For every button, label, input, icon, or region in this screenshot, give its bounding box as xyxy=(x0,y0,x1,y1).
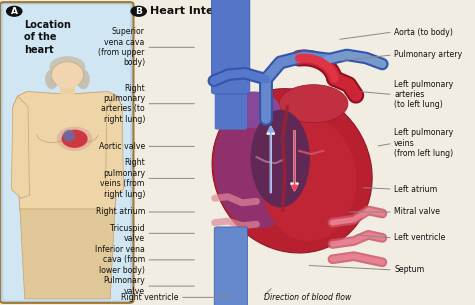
Ellipse shape xyxy=(45,70,58,89)
Text: Left ventricle: Left ventricle xyxy=(394,233,446,242)
Circle shape xyxy=(131,6,146,16)
Polygon shape xyxy=(11,96,29,198)
FancyBboxPatch shape xyxy=(3,5,130,300)
Text: Superior
vena cava
(from upper
body): Superior vena cava (from upper body) xyxy=(98,27,145,67)
FancyBboxPatch shape xyxy=(0,2,133,303)
Ellipse shape xyxy=(49,56,86,78)
Ellipse shape xyxy=(228,92,280,128)
Text: Inferior vena
cava (from
lower body): Inferior vena cava (from lower body) xyxy=(95,245,145,275)
Ellipse shape xyxy=(212,89,372,253)
Ellipse shape xyxy=(76,70,90,89)
Ellipse shape xyxy=(53,66,82,88)
Ellipse shape xyxy=(61,130,87,148)
Text: Mitral valve: Mitral valve xyxy=(394,207,440,217)
Polygon shape xyxy=(105,96,124,198)
Ellipse shape xyxy=(214,98,304,229)
Text: A: A xyxy=(11,7,18,16)
Text: Location
of the
heart: Location of the heart xyxy=(24,20,71,55)
Text: Left atrium: Left atrium xyxy=(394,185,437,194)
Text: B: B xyxy=(135,7,142,16)
Text: Right
pulmonary
arteries (to
right lung): Right pulmonary arteries (to right lung) xyxy=(101,84,145,124)
Text: Direction of blood flow: Direction of blood flow xyxy=(264,293,351,302)
Text: Septum: Septum xyxy=(394,265,425,275)
Ellipse shape xyxy=(57,127,92,151)
Ellipse shape xyxy=(51,62,84,88)
Text: Right
pulmonary
veins (from
right lung): Right pulmonary veins (from right lung) xyxy=(101,158,145,199)
Text: Pulmonary
valve: Pulmonary valve xyxy=(103,276,145,296)
Polygon shape xyxy=(20,209,115,299)
FancyBboxPatch shape xyxy=(60,85,75,95)
Ellipse shape xyxy=(279,84,348,123)
Text: Aorta (to body): Aorta (to body) xyxy=(394,27,453,37)
FancyBboxPatch shape xyxy=(215,87,247,130)
Circle shape xyxy=(7,6,22,16)
Text: Tricuspid
valve: Tricuspid valve xyxy=(110,224,145,243)
Text: Right atrium: Right atrium xyxy=(95,207,145,217)
Text: Pulmonary artery: Pulmonary artery xyxy=(394,50,462,59)
Ellipse shape xyxy=(251,110,310,207)
FancyBboxPatch shape xyxy=(211,0,250,94)
Text: Right ventricle: Right ventricle xyxy=(121,293,179,302)
Text: Aortic valve: Aortic valve xyxy=(99,142,145,151)
Ellipse shape xyxy=(63,130,75,142)
Ellipse shape xyxy=(261,119,356,241)
Text: Heart Interior: Heart Interior xyxy=(150,6,236,16)
Text: Left pulmonary
arteries
(to left lung): Left pulmonary arteries (to left lung) xyxy=(394,80,454,109)
FancyBboxPatch shape xyxy=(214,227,247,305)
Polygon shape xyxy=(13,92,122,210)
Text: Left pulmonary
veins
(from left lung): Left pulmonary veins (from left lung) xyxy=(394,128,454,158)
